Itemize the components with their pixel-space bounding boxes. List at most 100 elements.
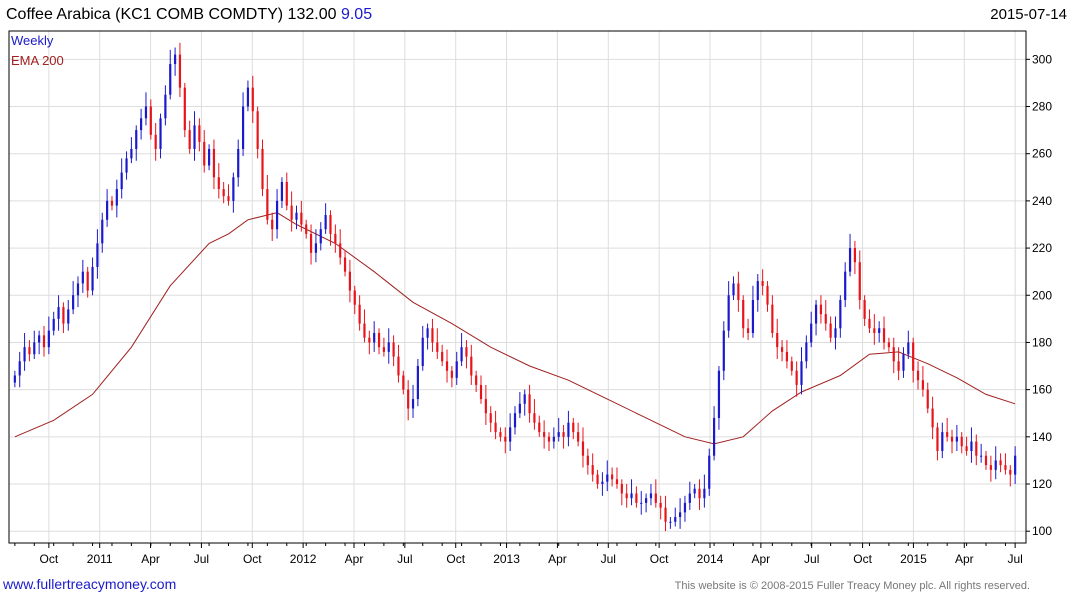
candle-down: [863, 299, 866, 319]
candle-down: [746, 328, 750, 334]
candle-up: [164, 94, 167, 119]
candle-down: [659, 502, 662, 508]
candle-up: [955, 436, 958, 442]
candle-down: [824, 314, 827, 324]
candle-up: [38, 335, 41, 343]
x-tick-label: Jul: [804, 552, 819, 566]
y-tick-label: 280: [1032, 100, 1052, 114]
legend-ema: EMA 200: [11, 53, 64, 68]
candle-down: [873, 328, 876, 334]
candle-down: [795, 370, 798, 385]
candle-up: [703, 488, 706, 499]
candle-down: [577, 432, 580, 442]
candle-up: [106, 200, 109, 220]
candle-up: [848, 248, 852, 272]
x-tick-label: Jul: [601, 552, 616, 566]
candle-down: [348, 271, 352, 291]
candle-down: [882, 328, 886, 343]
candle-down: [504, 436, 507, 442]
candle-down: [431, 328, 434, 343]
candle-up: [91, 266, 94, 291]
candle-up: [567, 422, 570, 437]
candle-down: [790, 361, 793, 371]
candle-down: [377, 333, 381, 348]
candle-up: [76, 283, 80, 296]
candle-down: [256, 111, 259, 149]
candle-down: [742, 299, 745, 329]
candle-down: [392, 342, 395, 357]
candle-up: [460, 347, 463, 362]
candle-up: [411, 399, 415, 409]
candle-down: [547, 436, 551, 442]
candle-down: [450, 370, 453, 378]
candle-up: [33, 342, 36, 355]
candle-down: [441, 351, 444, 362]
candle-down: [86, 271, 89, 291]
candle-down: [198, 125, 201, 142]
y-tick-label: 220: [1032, 241, 1052, 255]
candle-up: [67, 309, 70, 324]
candle-up: [241, 106, 245, 149]
candle-up: [246, 87, 250, 107]
candle-down: [271, 219, 274, 230]
chart-title: Coffee Arabica (KC1 COMB COMDTY) 132.00 …: [6, 6, 372, 24]
candle-up: [693, 488, 696, 494]
x-tick-label: Oct: [243, 552, 262, 566]
y-tick-label: 100: [1032, 524, 1052, 538]
x-tick-label: Oct: [650, 552, 669, 566]
candle-up: [207, 148, 211, 166]
candle-down: [664, 507, 667, 522]
candle-down: [436, 342, 439, 352]
candle-down: [42, 335, 46, 348]
candle-down: [183, 87, 186, 131]
candle-up: [237, 148, 240, 178]
plot-frame: [8, 30, 1027, 544]
candle-down: [402, 375, 405, 390]
candle-down: [581, 441, 585, 456]
candle-up: [373, 333, 376, 343]
candle-up: [640, 502, 643, 504]
candle-down: [654, 493, 657, 503]
candle-up: [47, 330, 50, 348]
candle-down: [178, 54, 182, 88]
candle-down: [776, 333, 779, 348]
candle-up: [18, 361, 21, 376]
candle-up: [513, 413, 517, 428]
x-tick-label: Oct: [853, 552, 872, 566]
candle-up: [994, 460, 997, 470]
candle-up: [115, 189, 118, 206]
y-tick-label: 140: [1032, 430, 1052, 444]
candle-down: [785, 351, 789, 362]
candle-down: [353, 290, 356, 305]
candle-up: [970, 441, 973, 451]
candle-up: [81, 271, 84, 284]
x-tick-label: 2013: [493, 552, 520, 566]
candle-up: [280, 182, 284, 201]
candle-down: [489, 413, 492, 423]
candle-up: [907, 342, 910, 355]
candle-up: [135, 130, 138, 149]
candle-up: [980, 455, 983, 457]
candle-down: [329, 215, 332, 234]
x-tick-label: Jul: [397, 552, 412, 566]
candle-up: [645, 498, 648, 503]
candle-up: [601, 481, 604, 485]
candle-up: [800, 361, 803, 385]
candle-down: [761, 281, 764, 286]
x-tick-label: Jul: [194, 552, 209, 566]
candle-up: [72, 295, 75, 310]
candle-down: [110, 200, 114, 206]
candle-up: [144, 106, 148, 119]
candle-up: [674, 517, 677, 522]
y-tick-label: 300: [1032, 52, 1052, 66]
candle-down: [28, 347, 31, 355]
candle-up: [606, 474, 609, 482]
candle-down: [339, 243, 342, 258]
candle-up: [678, 512, 682, 518]
candle-down: [465, 347, 468, 357]
candle-down: [916, 370, 920, 381]
candle-down: [635, 493, 638, 503]
website-link[interactable]: www.fullertreacymoney.com: [3, 576, 177, 592]
candle-down: [892, 347, 895, 362]
